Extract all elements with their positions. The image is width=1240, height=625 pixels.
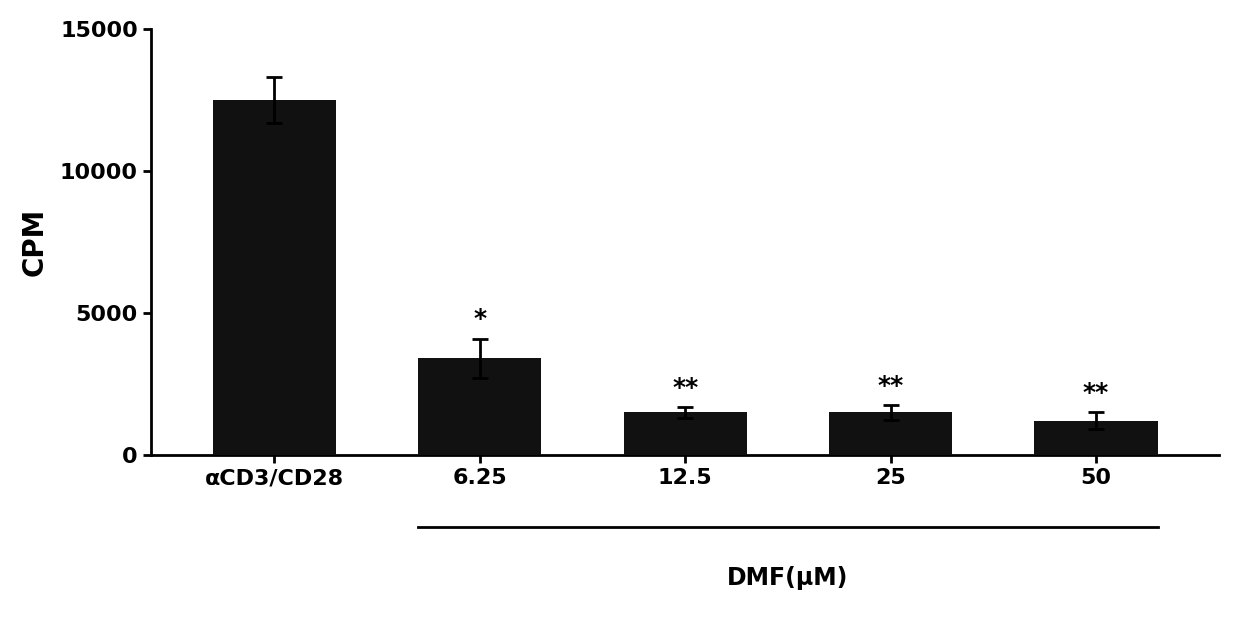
Bar [213, 100, 336, 455]
Bar [828, 412, 952, 455]
Text: **: ** [672, 376, 698, 400]
Bar [1034, 421, 1158, 455]
Bar [624, 412, 746, 455]
Text: DMF(μM): DMF(μM) [727, 566, 848, 590]
Bar [418, 358, 542, 455]
Text: *: * [474, 308, 486, 331]
Text: **: ** [1083, 381, 1109, 406]
Y-axis label: CPM: CPM [21, 208, 48, 276]
Text: **: ** [878, 374, 904, 398]
